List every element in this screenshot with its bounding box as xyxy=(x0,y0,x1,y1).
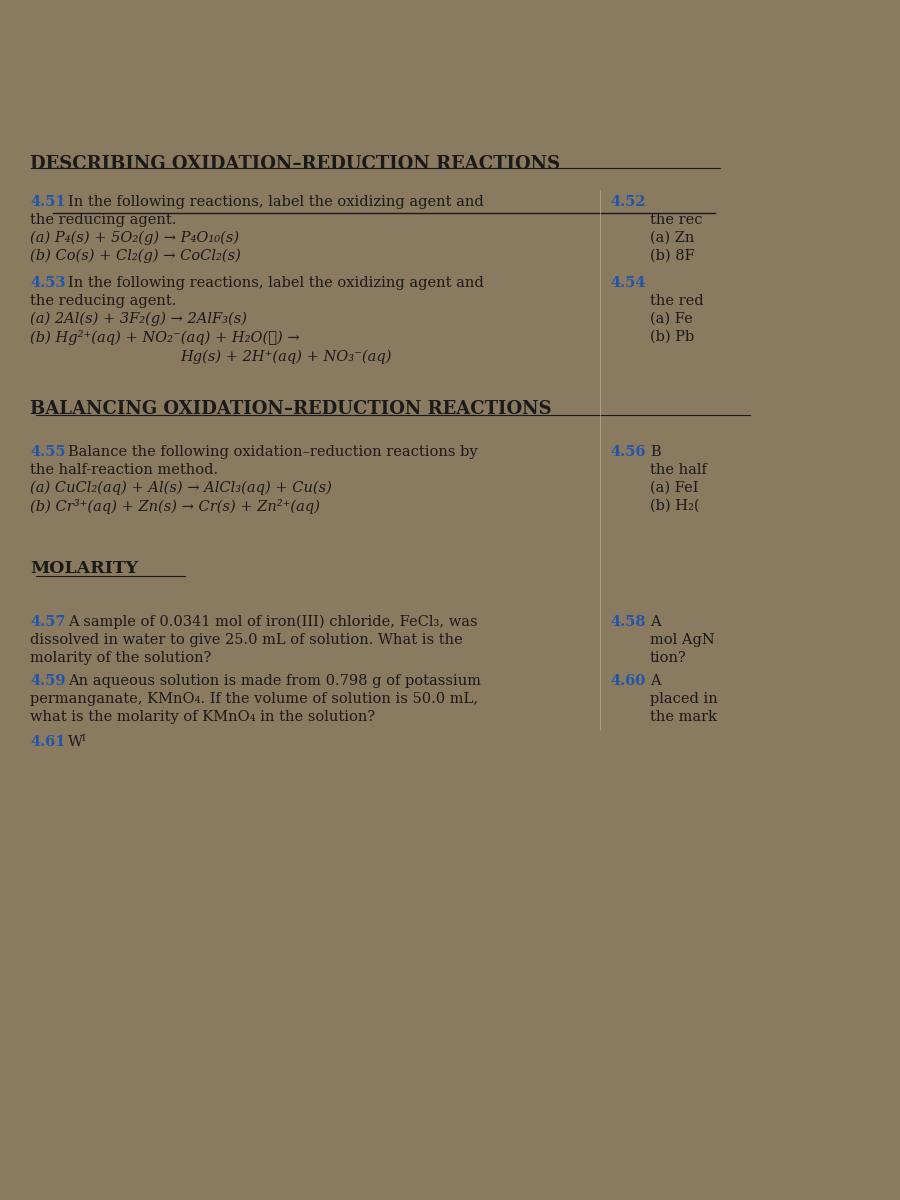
Text: mol AgN: mol AgN xyxy=(650,634,715,647)
Text: An aqueous solution is made from 0.798 g of potassium: An aqueous solution is made from 0.798 g… xyxy=(68,674,481,688)
Text: Balance the following oxidation–reduction reactions by: Balance the following oxidation–reductio… xyxy=(68,445,478,458)
Text: the half: the half xyxy=(650,463,706,476)
Text: 4.54: 4.54 xyxy=(610,276,645,290)
Text: (b) Pb: (b) Pb xyxy=(650,330,694,344)
Text: 4.52: 4.52 xyxy=(610,194,645,209)
Text: 4.57: 4.57 xyxy=(30,614,66,629)
Text: In the following reactions, label the oxidizing agent and: In the following reactions, label the ox… xyxy=(68,194,484,209)
Text: (a) Fe: (a) Fe xyxy=(650,312,693,326)
Text: molarity of the solution?: molarity of the solution? xyxy=(30,650,212,665)
Text: (b) Cr³⁺(aq) + Zn(s) → Cr(s) + Zn²⁺(aq): (b) Cr³⁺(aq) + Zn(s) → Cr(s) + Zn²⁺(aq) xyxy=(30,499,320,514)
Text: the reducing agent.: the reducing agent. xyxy=(30,214,176,227)
Text: Hg(s) + 2H⁺(aq) + NO₃⁻(aq): Hg(s) + 2H⁺(aq) + NO₃⁻(aq) xyxy=(180,350,392,365)
Text: B: B xyxy=(650,445,661,458)
Text: 4.53: 4.53 xyxy=(30,276,66,290)
Text: 4.61: 4.61 xyxy=(30,734,66,749)
Text: (a) P₄(s) + 5O₂(g) → P₄O₁₀(s): (a) P₄(s) + 5O₂(g) → P₄O₁₀(s) xyxy=(30,230,239,245)
Text: what is the molarity of KMnO₄ in the solution?: what is the molarity of KMnO₄ in the sol… xyxy=(30,710,375,724)
Text: the half-reaction method.: the half-reaction method. xyxy=(30,463,218,476)
Text: Wᴵ: Wᴵ xyxy=(68,734,86,749)
Text: tion?: tion? xyxy=(650,650,687,665)
Text: BALANCING OXIDATION–REDUCTION REACTIONS: BALANCING OXIDATION–REDUCTION REACTIONS xyxy=(30,400,552,418)
Text: A: A xyxy=(650,674,661,688)
Text: the rec: the rec xyxy=(650,214,703,227)
Text: (a) 2Al(s) + 3F₂(g) → 2AlF₃(s): (a) 2Al(s) + 3F₂(g) → 2AlF₃(s) xyxy=(30,312,247,326)
Text: In the following reactions, label the oxidizing agent and: In the following reactions, label the ox… xyxy=(68,276,484,290)
Text: A sample of 0.0341 mol of iron(III) chloride, FeCl₃, was: A sample of 0.0341 mol of iron(III) chlo… xyxy=(68,614,478,629)
Text: (b) 8F: (b) 8F xyxy=(650,248,695,263)
Text: 4.56: 4.56 xyxy=(610,445,645,458)
Text: A: A xyxy=(650,614,661,629)
Text: (b) Hg²⁺(aq) + NO₂⁻(aq) + H₂O(ℓ) →: (b) Hg²⁺(aq) + NO₂⁻(aq) + H₂O(ℓ) → xyxy=(30,330,300,346)
Text: the reducing agent.: the reducing agent. xyxy=(30,294,176,308)
Text: dissolved in water to give 25.0 mL of solution. What is the: dissolved in water to give 25.0 mL of so… xyxy=(30,634,463,647)
Text: MOLARITY: MOLARITY xyxy=(30,560,138,577)
Text: the mark: the mark xyxy=(650,710,717,724)
Text: 4.51: 4.51 xyxy=(30,194,66,209)
Text: 4.58: 4.58 xyxy=(610,614,645,629)
Text: (a) FeI: (a) FeI xyxy=(650,481,698,494)
Text: placed in: placed in xyxy=(650,692,718,706)
Text: 4.60: 4.60 xyxy=(610,674,645,688)
Text: DESCRIBING OXIDATION–REDUCTION REACTIONS: DESCRIBING OXIDATION–REDUCTION REACTIONS xyxy=(30,155,560,173)
Text: 4.55: 4.55 xyxy=(30,445,66,458)
Text: 4.59: 4.59 xyxy=(30,674,66,688)
Text: (a) Zn: (a) Zn xyxy=(650,230,695,245)
Text: (a) CuCl₂(aq) + Al(s) → AlCl₃(aq) + Cu(s): (a) CuCl₂(aq) + Al(s) → AlCl₃(aq) + Cu(s… xyxy=(30,481,332,496)
Text: (b) Co(s) + Cl₂(g) → CoCl₂(s): (b) Co(s) + Cl₂(g) → CoCl₂(s) xyxy=(30,248,241,263)
Text: (b) H₂(: (b) H₂( xyxy=(650,499,699,512)
Text: permanganate, KMnO₄. If the volume of solution is 50.0 mL,: permanganate, KMnO₄. If the volume of so… xyxy=(30,692,478,706)
Text: the red: the red xyxy=(650,294,704,308)
